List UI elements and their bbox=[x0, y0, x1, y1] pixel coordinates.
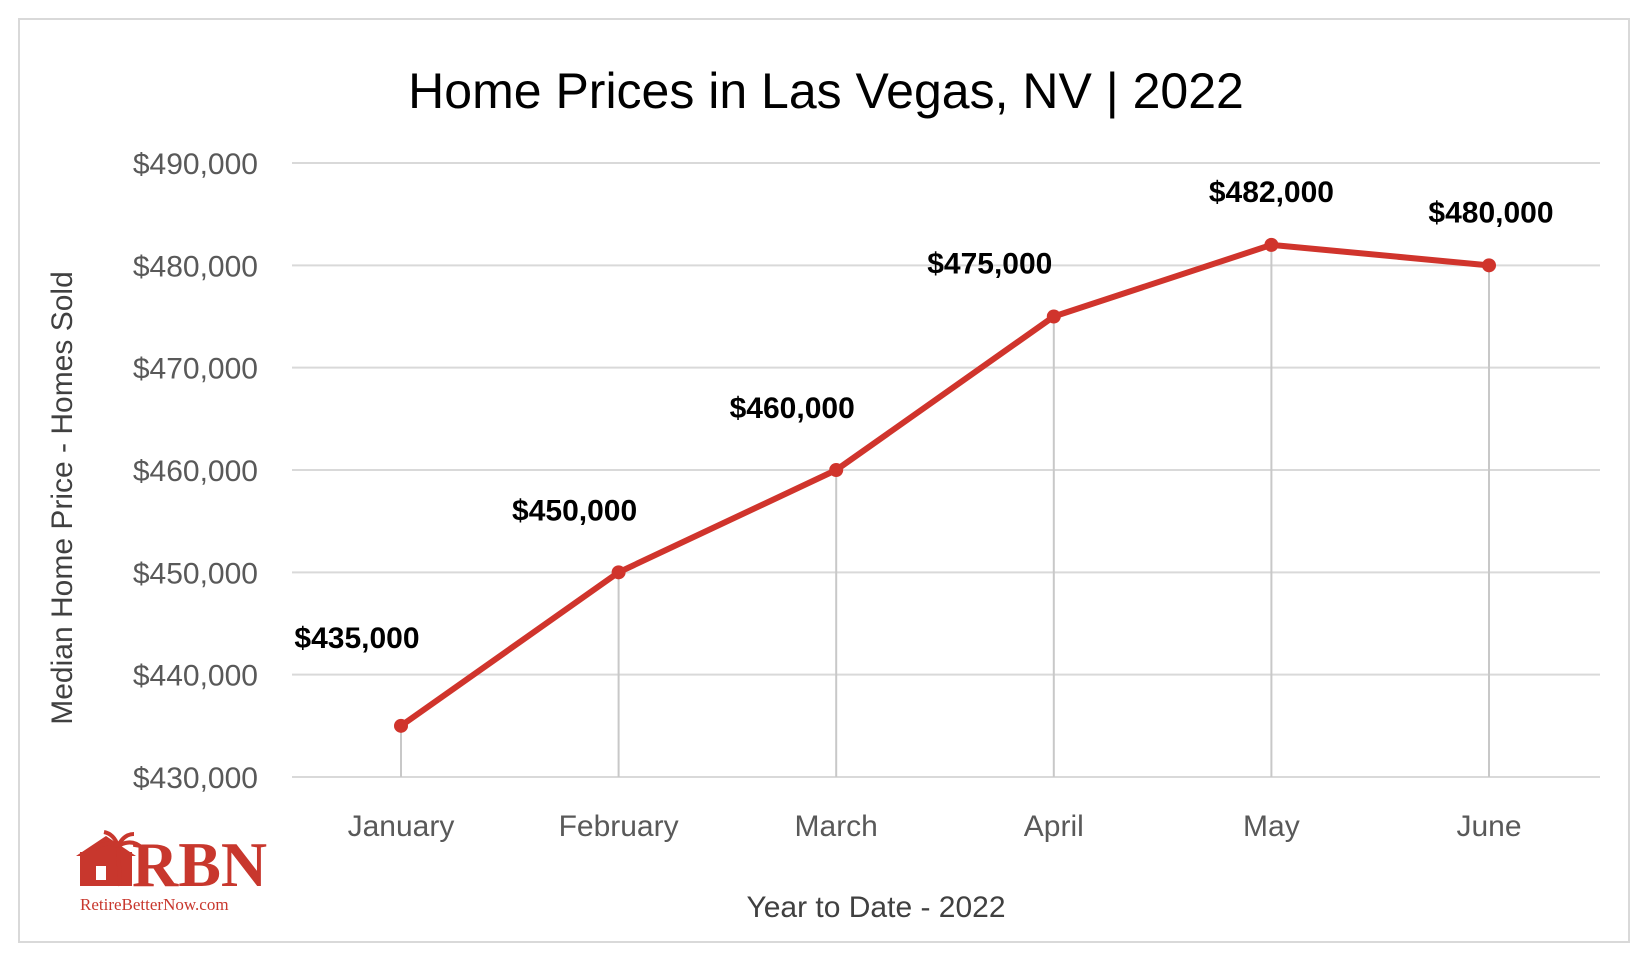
y-tick-labels: $430,000 $440,000 $450,000 $460,000 $470,000… bbox=[133, 148, 258, 795]
data-point bbox=[1482, 258, 1496, 273]
x-tick-label: March bbox=[795, 810, 878, 843]
rbn-logo: RBN RetireBetterNow.com bbox=[76, 829, 267, 914]
data-label: $450,000 bbox=[512, 494, 637, 527]
logo-tagline: RetireBetterNow.com bbox=[80, 895, 229, 914]
y-tick-label: $430,000 bbox=[133, 762, 258, 795]
logo-letters: RBN bbox=[132, 829, 267, 900]
house-palm-icon bbox=[76, 830, 144, 887]
data-label: $435,000 bbox=[294, 622, 419, 655]
y-tick-label: $480,000 bbox=[133, 250, 258, 283]
data-label: $482,000 bbox=[1209, 176, 1334, 209]
x-tick-label: April bbox=[1024, 810, 1084, 843]
data-point bbox=[829, 463, 844, 477]
x-tick-label: May bbox=[1243, 810, 1300, 843]
data-point bbox=[1264, 237, 1279, 252]
x-tick-label: June bbox=[1456, 810, 1521, 843]
data-point bbox=[394, 718, 408, 733]
chart-title: Home Prices in Las Vegas, NV | 2022 bbox=[408, 63, 1244, 119]
x-axis-label: Year to Date - 2022 bbox=[746, 891, 1005, 924]
data-label: $480,000 bbox=[1428, 196, 1553, 229]
data-point bbox=[611, 565, 626, 580]
y-tick-label: $450,000 bbox=[133, 557, 258, 590]
data-labels: $435,000 $450,000 $460,000 $475,000 $482,000… bbox=[294, 176, 1553, 655]
x-tick-label: January bbox=[348, 810, 455, 843]
gridlines bbox=[292, 162, 1600, 778]
y-tick-label: $490,000 bbox=[133, 148, 258, 181]
chart-frame bbox=[18, 18, 1630, 943]
y-tick-label: $440,000 bbox=[133, 660, 258, 693]
data-label: $475,000 bbox=[927, 248, 1052, 281]
y-tick-label: $470,000 bbox=[133, 353, 258, 386]
y-axis-label: Median Home Price - Homes Sold bbox=[46, 271, 79, 725]
data-points bbox=[394, 237, 1496, 733]
y-tick-label: $460,000 bbox=[133, 455, 258, 488]
x-tick-label: February bbox=[559, 810, 679, 843]
data-point bbox=[1046, 309, 1061, 324]
series-line bbox=[398, 241, 1492, 729]
x-tick-labels: January February March April May June bbox=[348, 810, 1522, 843]
data-label: $460,000 bbox=[730, 392, 855, 425]
drop-lines bbox=[400, 244, 1490, 777]
